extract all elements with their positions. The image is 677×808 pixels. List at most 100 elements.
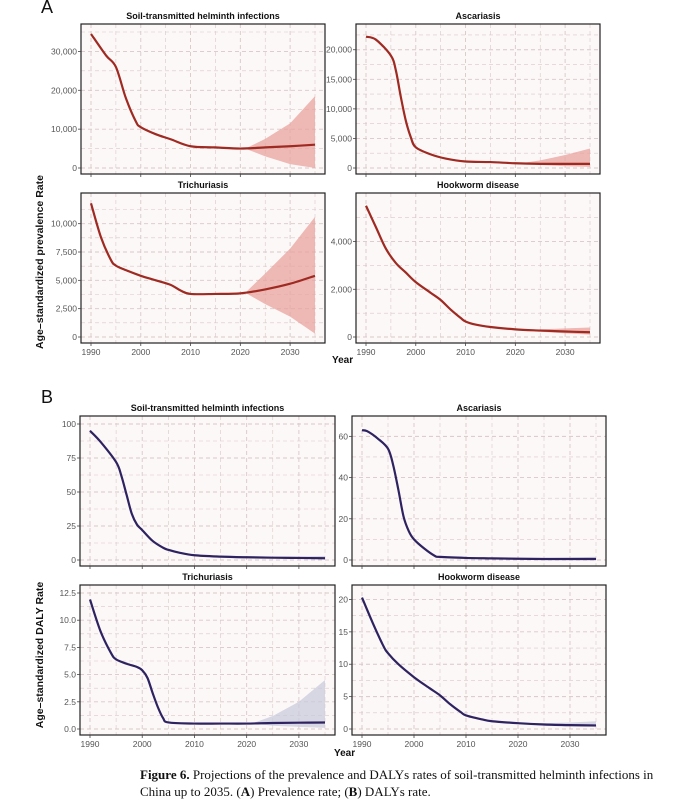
panel-background (356, 24, 600, 174)
x-tick-label: 2010 (185, 739, 204, 749)
chart-panel-3: Trichuriasis 0 2,500 5,000 7,500 10,000 1990 20… (51, 180, 326, 357)
x-tick-label: 2000 (405, 739, 424, 749)
x-tick-label: 2020 (231, 347, 250, 357)
y-tick-label: 12.5 (59, 588, 76, 598)
y-tick-label: 20,000 (51, 85, 77, 95)
panel-title: Soil-transmitted helminth infections (126, 11, 280, 21)
y-tick-label: 5 (343, 692, 348, 702)
chart-panel-2: Ascariasis 0 5,000 10,000 15,000 20,000 (326, 11, 601, 177)
panel-frame (79, 415, 336, 567)
y-tick-label: 100 (62, 419, 76, 429)
y-tick-label: 0.0 (64, 724, 76, 734)
panel-label-a: A (41, 0, 53, 17)
chart-panel-4: Hookworm disease 0 2,000 4,000 1990 2000 2010 2… (331, 180, 601, 357)
y-tick-label: 4,000 (331, 237, 353, 247)
panel-frame (351, 415, 607, 567)
series-line (365, 35, 590, 166)
x-tick-label: 2000 (131, 347, 150, 357)
y-tick-label: 20 (339, 514, 349, 524)
panel-background (356, 193, 600, 343)
chart-panel-5: Soil-transmitted helminth infections 0 25 5… (62, 403, 336, 569)
x-tick-label: 1990 (353, 739, 372, 749)
y-tick-label: 40 (339, 473, 349, 483)
x-tick-label: 2020 (237, 739, 256, 749)
y-tick-label: 15,000 (326, 74, 352, 84)
x-tick-label: 2010 (457, 739, 476, 749)
y-tick-label: 5,000 (56, 275, 78, 285)
y-tick-label: 25 (67, 521, 77, 531)
forecast-uncertainty-band (251, 680, 325, 728)
y-tick-label: 60 (339, 431, 349, 441)
caption-label: Figure 6. (140, 767, 190, 782)
y-tick-label: 2,000 (331, 284, 353, 294)
forecast-uncertainty-band (245, 96, 315, 168)
chart-panel-7: Trichuriasis 0.0 2.5 5.0 7.5 10.0 12.5 1990 2000… (59, 572, 336, 749)
y-tick-label: 10,000 (326, 104, 352, 114)
y-tick-label: 0 (347, 332, 352, 342)
y-tick-label: 10.0 (59, 615, 76, 625)
panel-title: Trichuriasis (178, 180, 229, 190)
x-tick-label: 2010 (456, 347, 475, 357)
panel-frame (355, 192, 601, 344)
chart-panel-1: Soil-transmitted helminth infections 0 10,… (51, 11, 326, 177)
y-tick-label: 0 (347, 163, 352, 173)
caption-text-3: ) DALYs rate. (357, 784, 431, 799)
chart-panel-6: Ascariasis 0 20 40 60 (339, 403, 607, 569)
series-line (361, 429, 596, 561)
panel-title: Hookworm disease (438, 572, 520, 582)
x-tick-label: 1990 (357, 347, 376, 357)
y-tick-label: 0 (72, 163, 77, 173)
panel-frame (79, 584, 336, 736)
caption-a: A (240, 784, 251, 799)
series-line (90, 33, 316, 150)
x-tick-label: 2020 (509, 739, 528, 749)
panel-b-y-axis-label: Age–standardized DALY Rate (34, 582, 46, 729)
panel-a-x-axis-label: Year (332, 355, 353, 366)
series-line (365, 205, 591, 334)
caption-text-1: Projections of the prevalence and DALYs … (140, 767, 654, 799)
panel-title: Trichuriasis (182, 572, 233, 582)
x-tick-label: 2030 (281, 347, 300, 357)
y-tick-label: 0 (71, 555, 76, 565)
x-tick-label: 2000 (406, 347, 425, 357)
x-tick-label: 2010 (181, 347, 200, 357)
x-tick-label: 2030 (556, 347, 575, 357)
x-tick-label: 1990 (82, 347, 101, 357)
y-tick-label: 7,500 (56, 247, 78, 257)
y-tick-label: 10,000 (51, 124, 77, 134)
panel-background (352, 585, 606, 735)
y-tick-label: 0 (72, 332, 77, 342)
y-tick-label: 15 (339, 627, 349, 637)
x-tick-label: 2000 (133, 739, 152, 749)
chart-panel-8: Hookworm disease 0 5 10 15 20 1990 2000 2010 2020… (339, 572, 607, 749)
series-line (88, 599, 326, 725)
y-tick-label: 5.0 (64, 670, 76, 680)
x-tick-label: 2030 (289, 739, 308, 749)
figure-caption: Figure 6. Projections of the prevalence … (140, 766, 675, 800)
y-tick-label: 30,000 (51, 46, 77, 56)
x-tick-label: 1990 (81, 739, 100, 749)
panel-frame (351, 584, 607, 736)
panel-title: Hookworm disease (437, 180, 519, 190)
panel-b-x-axis-label: Year (334, 748, 355, 759)
y-tick-label: 0 (343, 555, 348, 565)
y-tick-label: 20,000 (326, 45, 352, 55)
series-line (89, 202, 316, 296)
panel-label-b: B (41, 387, 53, 407)
forecast-uncertainty-band (520, 148, 590, 167)
panel-title: Ascariasis (455, 11, 500, 21)
y-tick-label: 2,500 (56, 304, 78, 314)
series-line (89, 430, 326, 560)
panel-a-y-axis-label: Age–standardized prevalence Rate (34, 175, 46, 349)
y-tick-label: 0 (343, 724, 348, 734)
y-tick-label: 2.5 (64, 697, 76, 707)
y-tick-label: 50 (67, 487, 77, 497)
y-tick-label: 10,000 (51, 219, 77, 229)
panel-frame (80, 192, 326, 344)
y-tick-label: 5,000 (331, 133, 353, 143)
panel-background (80, 416, 335, 566)
y-tick-label: 7.5 (64, 642, 76, 652)
panel-title: Ascariasis (456, 403, 501, 413)
forecast-uncertainty-band (245, 216, 315, 334)
